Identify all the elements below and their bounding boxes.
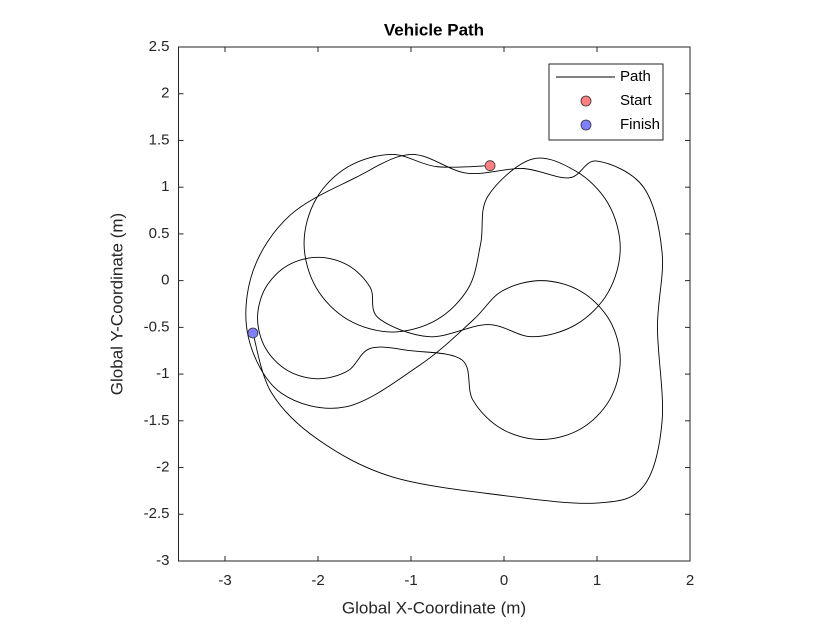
x-axis-label: Global X-Coordinate (m) bbox=[342, 598, 526, 617]
legend-label: Start bbox=[620, 92, 653, 109]
y-tick-label: 0 bbox=[161, 272, 169, 289]
legend-label: Path bbox=[620, 68, 651, 85]
y-tick-label: -1.5 bbox=[144, 412, 170, 429]
legend-marker bbox=[580, 119, 592, 131]
y-axis-label: Global Y-Coordinate (m) bbox=[107, 213, 126, 395]
y-tick-label: -2.5 bbox=[144, 505, 170, 522]
x-tick-label: -3 bbox=[218, 572, 231, 589]
point-marker bbox=[247, 327, 259, 339]
x-tick-label: 2 bbox=[686, 572, 694, 589]
legend-marker bbox=[580, 95, 592, 107]
x-tick-label: -1 bbox=[404, 572, 417, 589]
y-tick-label: -2 bbox=[156, 459, 169, 476]
x-tick-label: -2 bbox=[311, 572, 324, 589]
legend-label: Finish bbox=[620, 116, 660, 133]
y-tick-label: 1.5 bbox=[149, 131, 170, 148]
y-tick-label: 2.5 bbox=[149, 38, 170, 55]
chart-title: Vehicle Path bbox=[384, 20, 484, 39]
path-line bbox=[245, 154, 664, 504]
x-tick-label: 0 bbox=[500, 572, 508, 589]
y-tick-label: -1 bbox=[156, 365, 169, 382]
y-tick-label: -0.5 bbox=[144, 318, 170, 335]
y-tick-label: 1 bbox=[161, 178, 169, 195]
point-marker bbox=[484, 160, 496, 172]
x-tick-label: 1 bbox=[593, 572, 601, 589]
y-tick-label: 0.5 bbox=[149, 225, 170, 242]
y-tick-label: -3 bbox=[156, 552, 169, 569]
y-tick-label: 2 bbox=[161, 85, 169, 102]
